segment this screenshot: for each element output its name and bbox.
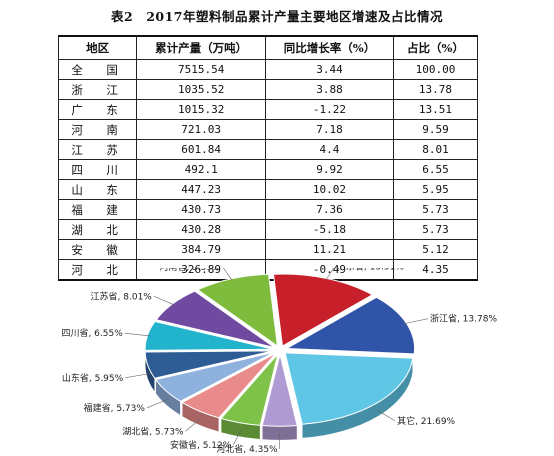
header-growth: 同比增长率（%） (265, 35, 394, 60)
pie-label-other: 其它, 21.69% (397, 415, 455, 427)
region-cell: 山 东 (57, 179, 138, 200)
share-cell: 100.00 (392, 59, 479, 80)
pie-leader-other (376, 409, 396, 422)
pie-label-anhui: 安徽省, 5.12% (170, 439, 232, 451)
region-cell: 河 南 (57, 119, 138, 140)
pie-leader-jiangsu (153, 295, 175, 306)
share-cell: 5.12 (392, 239, 479, 260)
region-cell: 广 东 (57, 99, 138, 120)
growth-cell: 9.92 (265, 159, 394, 180)
pie-leader-anhui (233, 429, 242, 446)
header-region: 地区 (57, 35, 138, 60)
table-row-shandong: 山 东 447.23 10.02 5.95 (57, 179, 479, 200)
table-caption: 表2 2017年塑料制品累计产量主要地区增速及占比情况 (111, 9, 443, 24)
output-cell: 430.28 (136, 219, 267, 240)
pie-label-guangdong: 广东省, 13.51% (337, 268, 404, 272)
pie-leader-fujian (146, 398, 169, 409)
growth-cell: 7.36 (265, 199, 394, 220)
share-cell: 8.01 (392, 139, 479, 160)
pie-leader-sichuan (124, 332, 150, 337)
pie-leader-zhejiang (403, 318, 429, 325)
output-cell: 492.1 (136, 159, 267, 180)
pie-leader-hubei (185, 418, 202, 432)
share-cell: 13.51 (392, 99, 479, 120)
pie-label-sichuan: 四川省, 6.55% (61, 327, 123, 339)
growth-cell: 3.44 (265, 59, 394, 80)
pie-leader-shandong (125, 373, 151, 379)
region-cell: 安 徽 (57, 239, 138, 260)
pie-slice-shandong (144, 350, 274, 379)
region-cell: 湖 北 (57, 219, 138, 240)
share-cell: 5.95 (392, 179, 479, 200)
growth-cell: -5.18 (265, 219, 394, 240)
growth-cell: 4.4 (265, 139, 394, 160)
output-cell: 721.03 (136, 119, 267, 140)
pie-slice-hubei (181, 352, 277, 419)
production-table: 地区 累计产量（万吨） 同比增长率（%） 占比（%） 全 国 7515.54 3.4… (57, 35, 479, 281)
output-cell: 7515.54 (136, 59, 267, 80)
output-cell: 447.23 (136, 179, 267, 200)
pie-leader-henan (223, 268, 233, 281)
pie-label-zhejiang: 浙江省, 13.78% (430, 313, 497, 325)
share-cell: 5.73 (392, 199, 479, 220)
share-cell: 13.78 (392, 79, 479, 100)
region-cell: 浙 江 (57, 79, 138, 100)
share-cell: 6.55 (392, 159, 479, 180)
growth-cell: -1.22 (265, 99, 394, 120)
table-row-guangdong: 广 东 1015.32 -1.22 13.51 (57, 99, 479, 120)
share-pie-chart: 广东省, 13.51% 浙江省, 13.78% 其它, 21.69% 河北省, 4.3… (61, 268, 497, 455)
pie-label-fujian: 福建省, 5.73% (84, 402, 146, 414)
table-row-national: 全 国 7515.54 3.44 100.00 (57, 59, 479, 80)
pie-label-shandong: 山东省, 5.95% (62, 372, 124, 384)
pie-label-hebei: 河北省, 4.35% (216, 443, 278, 455)
table-row-hubei: 湖 北 430.28 -5.18 5.73 (57, 219, 479, 240)
region-cell: 四 川 (57, 159, 138, 180)
table-row-sichuan: 四 川 492.1 9.92 6.55 (57, 159, 479, 180)
header-output: 累计产量（万吨） (136, 35, 267, 60)
output-cell: 384.79 (136, 239, 267, 260)
table-row-zhejiang: 浙 江 1035.52 3.88 13.78 (57, 79, 479, 100)
region-cell: 江 苏 (57, 139, 138, 160)
pie-label-jiangsu: 江苏省, 8.01% (91, 290, 153, 302)
region-cell: 河 北 (57, 259, 138, 281)
growth-cell: 10.02 (265, 179, 394, 200)
table-body: 全 国 7515.54 3.44 100.00 浙 江 1035.52 3.88 13.78 广… (57, 59, 479, 281)
header-share: 占比（%） (392, 35, 479, 60)
table-row-henan: 河 南 721.03 7.18 9.59 (57, 119, 479, 140)
pie-label-hubei: 湖北省, 5.73% (122, 425, 184, 437)
pie-slice-fujian (154, 351, 275, 402)
output-cell: 1015.32 (136, 99, 267, 120)
growth-cell: 11.21 (265, 239, 394, 260)
growth-cell: 3.88 (265, 79, 394, 100)
pie-slice-anhui (220, 353, 279, 426)
region-cell: 全 国 (57, 59, 138, 80)
table-row-jiangsu: 江 苏 601.84 4.4 8.01 (57, 139, 479, 160)
pie-label-henan: 河南省, 9.59% (159, 268, 221, 273)
output-cell: 1035.52 (136, 79, 267, 100)
pie-leader-guangdong (325, 268, 335, 281)
pie-slice-hebei (261, 354, 298, 427)
share-cell: 5.73 (392, 219, 479, 240)
share-cell: 4.35 (392, 259, 479, 281)
region-cell: 福 建 (57, 199, 138, 220)
output-cell: 601.84 (136, 139, 267, 160)
pie-slice-other (284, 352, 414, 425)
growth-cell: 7.18 (265, 119, 394, 140)
output-cell: 430.73 (136, 199, 267, 220)
table-header-row: 地区 累计产量（万吨） 同比增长率（%） 占比（%） (57, 35, 479, 60)
table-row-anhui: 安 徽 384.79 11.21 5.12 (57, 239, 479, 260)
share-cell: 9.59 (392, 119, 479, 140)
table-row-fujian: 福 建 430.73 7.36 5.73 (57, 199, 479, 220)
